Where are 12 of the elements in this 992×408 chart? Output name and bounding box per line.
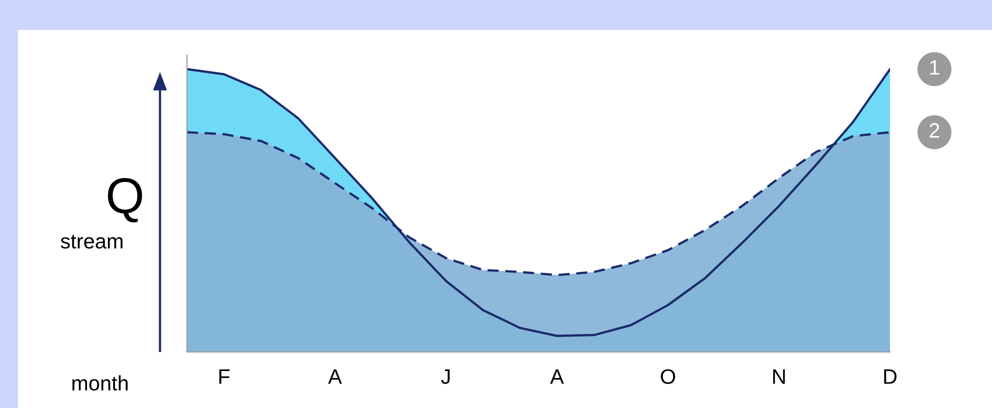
y-axis-title: Q: [108, 178, 142, 222]
x-axis-title: month: [72, 375, 128, 391]
x-tick-label: A: [328, 369, 342, 384]
x-tick-label: J: [441, 369, 450, 384]
x-tick-label: N: [773, 369, 785, 384]
series-label: 2: [930, 123, 940, 138]
x-tick-label: F: [219, 369, 230, 384]
series-label: 1: [930, 60, 940, 75]
x-tick-label: O: [660, 369, 676, 384]
x-tick-label: D: [884, 369, 897, 384]
text: stream: [60, 234, 122, 249]
x-tick-label: A: [550, 369, 564, 384]
